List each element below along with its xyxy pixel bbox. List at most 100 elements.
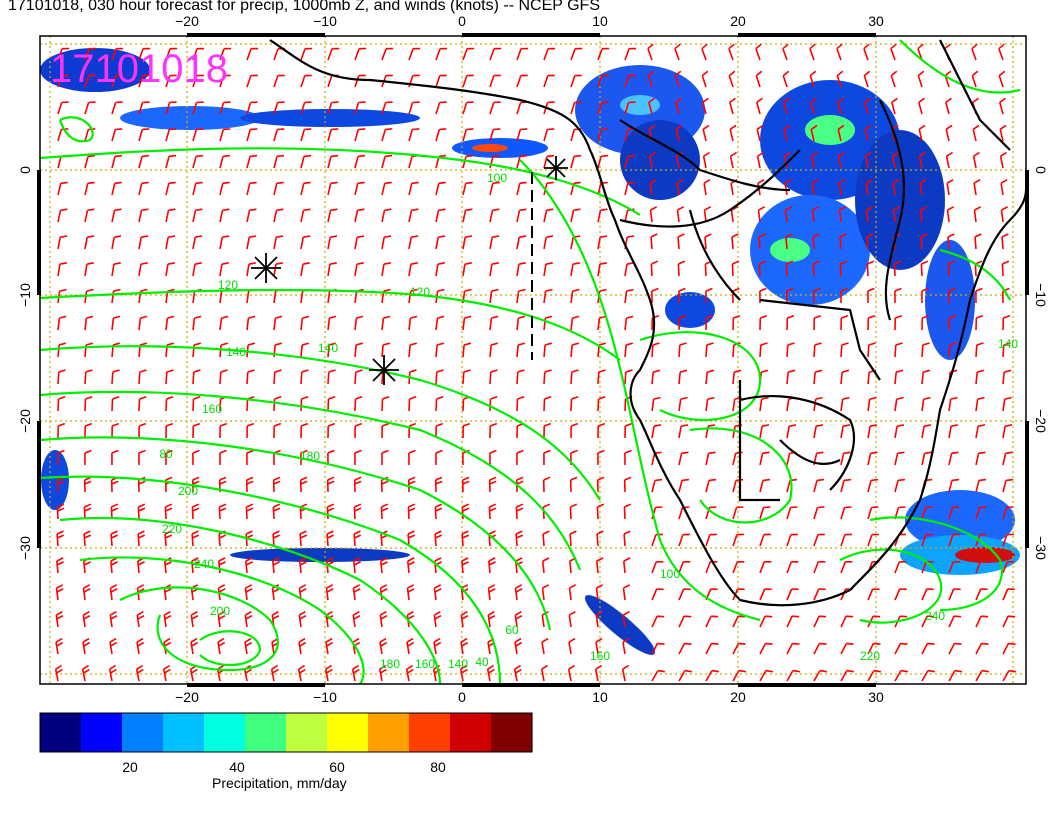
wind-barb [138,74,150,88]
wind-barb [867,506,879,520]
wind-barb [596,476,605,493]
axis-labels: −20 −20 −10 −10 0 0 10 10 20 20 30 30 0 0 −10 −10 −20 −20… [17,13,1049,705]
wind-barb [678,396,688,412]
wind-barb [946,179,954,196]
wind-barb [840,642,854,655]
wind-barb [677,260,686,277]
wind-barb [137,530,146,547]
wind-barb [57,74,69,88]
wind-barb [975,615,989,628]
date-stamp: 17101018 [50,47,228,91]
wind-barb [245,476,254,493]
wind-barb [972,151,981,169]
lon-tick-label: −20 [175,689,199,705]
wind-barb [811,206,820,223]
wind-barb [624,342,634,358]
wind-barb [702,97,709,115]
wind-barb [948,642,962,655]
wind-barb [55,611,64,628]
wind-barb [863,43,870,61]
wind-barb [111,315,121,331]
height-contours [40,39,1021,684]
wind-barb [138,422,147,439]
wind-barb [893,260,902,277]
wind-barb [864,151,873,169]
wind-barb [702,124,710,142]
wind-barb [191,530,200,547]
wind-barb [894,369,904,385]
contour-label: 220 [860,649,880,663]
wind-barb [433,584,442,601]
lon-tick-label: −10 [313,689,337,705]
wind-barb [57,315,67,331]
wind-barb [786,561,799,574]
wind-barb [462,315,472,331]
wind-barb [381,422,390,439]
wind-barb [975,396,985,412]
wind-barb [300,154,312,169]
wind-barb [1002,642,1016,655]
wind-barb [813,369,823,385]
wind-barb [595,637,603,655]
wind-barb [192,422,201,439]
wind-barb [651,588,664,601]
wind-barb [864,124,872,142]
wind-barb [300,74,312,88]
lat-tick-label: 0 [17,166,33,174]
contour-label: 220 [162,522,182,536]
wind-barb [867,478,879,493]
wind-barb [651,561,664,574]
wind-barb [110,503,119,520]
wind-barb [840,342,849,358]
lon-tick-label: 20 [730,689,746,705]
wind-barb [759,342,768,358]
wind-barb [381,449,389,466]
wind-barb [567,664,576,682]
wind-barb [246,101,258,115]
wind-barb [543,262,553,277]
wind-barb [111,101,123,115]
wind-barb [327,235,338,250]
wind-barb [244,611,253,628]
wind-barb [219,181,230,196]
contour-label: 100 [660,567,680,581]
wind-barb [138,449,146,466]
wind-barb [676,179,684,196]
wind-barb [651,424,662,439]
wind-barb [84,208,95,223]
wind-barb [570,315,580,331]
wind-barb [354,74,366,88]
wind-barb [759,314,768,331]
wind-barb [109,611,118,628]
wind-barb [919,179,927,196]
wind-barb [892,206,901,223]
wind-barb [624,74,636,88]
wind-barb [489,181,500,196]
wind-barb [273,235,284,250]
contour-label: 40 [475,655,489,669]
wind-barb [165,181,176,196]
wind-barb [921,642,935,655]
wind-barb [435,235,446,250]
colorbar-tick-label: 80 [430,759,446,775]
wind-barb [435,74,447,88]
wind-barb [57,262,67,277]
wind-barb [488,476,497,493]
wind-barb [813,561,826,574]
wind-barb [488,503,497,520]
wind-barb [381,262,391,277]
wind-barb [354,181,365,196]
wind-barb [272,557,280,574]
colorbar-tick-label: 20 [122,759,138,775]
wind-barb [273,101,285,115]
wind-barb [219,47,232,61]
wind-barb [516,449,524,466]
wind-barb [351,664,360,682]
wind-barb [489,422,498,439]
wind-barb [702,151,711,169]
wind-barb [516,396,525,412]
wind-barb [84,47,97,61]
wind-barb [840,533,852,547]
lon-tick-label: 30 [868,13,884,29]
wind-barb [192,208,203,223]
